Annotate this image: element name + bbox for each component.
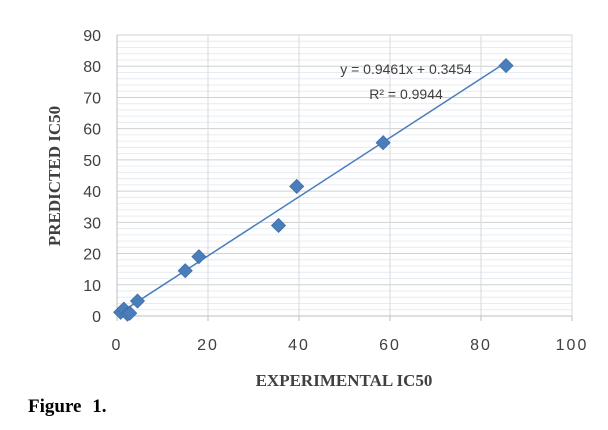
x-axis-ticks: 0 20 40 60 80 100 <box>112 316 589 354</box>
data-point <box>289 178 305 194</box>
y-tick-label: 30 <box>83 215 101 232</box>
y-axis-ticks: 0 10 20 30 40 50 60 70 80 90 <box>83 28 101 326</box>
data-point <box>129 293 146 309</box>
x-tick-label: 20 <box>197 337 219 354</box>
x-tick-label: 40 <box>288 337 310 354</box>
y-tick-label: 60 <box>83 122 101 139</box>
y-tick-label: 50 <box>83 153 101 170</box>
data-point <box>270 217 287 234</box>
data-point <box>498 58 514 74</box>
x-tick-label: 100 <box>556 337 589 354</box>
y-tick-label: 40 <box>83 184 101 201</box>
x-tick-label: 0 <box>112 337 123 354</box>
scatter-chart: 0 20 40 60 80 100 0 10 20 30 40 50 60 70 80 90 y = 0.9… <box>45 28 589 390</box>
x-axis-title: EXPERIMENTAL IC50 <box>256 371 433 390</box>
y-tick-label: 80 <box>83 59 101 76</box>
data-point <box>122 305 138 321</box>
r-squared-label: R² = 0.9944 <box>369 86 443 102</box>
data-points <box>113 58 514 322</box>
y-tick-label: 20 <box>83 247 101 264</box>
y-tick-label: 10 <box>83 278 101 295</box>
x-tick-label: 80 <box>470 337 492 354</box>
data-point <box>177 263 193 279</box>
data-point <box>191 249 207 265</box>
x-tick-label: 60 <box>379 337 401 354</box>
gridlines <box>116 34 573 317</box>
y-axis-title: PREDICTED IC50 <box>45 106 64 246</box>
y-tick-label: 90 <box>83 28 101 45</box>
data-point <box>375 135 391 151</box>
y-tick-label: 0 <box>92 309 101 326</box>
trendline <box>116 61 507 316</box>
trendline-group <box>116 61 507 316</box>
y-tick-label: 70 <box>83 90 101 107</box>
equation-label: y = 0.9461x + 0.3454 <box>340 61 472 77</box>
figure-caption: Figure 1. <box>28 396 107 417</box>
